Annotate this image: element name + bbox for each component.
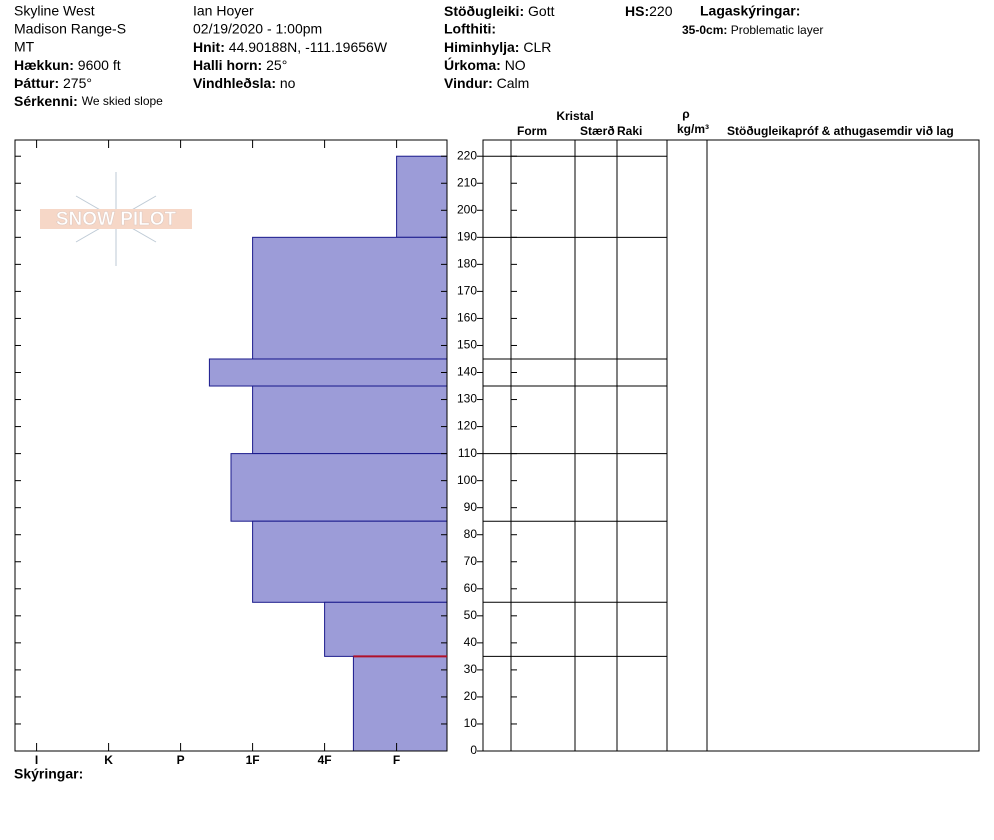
value: Gott — [528, 3, 555, 19]
value: NO — [505, 57, 526, 73]
y-tick-label: 30 — [464, 662, 478, 676]
label: Vindhleðsla: — [193, 75, 276, 91]
value: 9600 ft — [78, 57, 121, 73]
location: Skyline West — [14, 3, 95, 19]
x-tick-label: 4F — [318, 753, 332, 767]
layer-bar — [396, 155, 448, 238]
y-tick-label: 10 — [464, 716, 478, 730]
y-tick-label: 180 — [457, 257, 477, 271]
y-tick-label: 60 — [464, 581, 478, 595]
layer-bar — [230, 453, 448, 522]
layer-bar — [324, 601, 448, 657]
y-tick-label: 200 — [457, 202, 477, 216]
label: Hnit: — [193, 39, 225, 55]
value: no — [280, 75, 296, 91]
slope: Halli horn: 25° — [193, 57, 287, 73]
text: Problematic layer — [731, 23, 824, 37]
x-tick-label: K — [104, 753, 113, 767]
hs: HS:220 — [625, 3, 673, 19]
layer-bar — [252, 385, 448, 455]
value: 25° — [266, 57, 287, 73]
y-tick-label: 0 — [470, 743, 477, 757]
x-tick-label: 1F — [246, 753, 260, 767]
y-tick-label: 110 — [458, 446, 477, 460]
y-tick-label: 170 — [457, 284, 477, 298]
label: Halli horn: — [193, 57, 262, 73]
state: MT — [14, 39, 35, 55]
y-tick-label: 80 — [464, 527, 478, 541]
logo-text: SNOW PILOT — [56, 209, 177, 230]
logo: SNOW PILOT — [40, 172, 192, 266]
aspect: Þáttur: 275° — [14, 75, 92, 91]
layer-notes-title: Lagaskýringar: — [700, 3, 800, 19]
size-header: Stærð — [580, 124, 615, 138]
value: We skied slope — [82, 94, 163, 108]
y-tick-label: 50 — [464, 608, 478, 622]
y-tick-label: 100 — [457, 473, 477, 487]
label: Vindur: — [444, 75, 493, 91]
form-header: Form — [517, 124, 547, 138]
label: HS: — [625, 3, 649, 19]
x-tick-label: F — [393, 753, 400, 767]
value: 44.90188N, -111.19656W — [229, 39, 388, 55]
y-tick-label: 140 — [457, 365, 477, 379]
datetime: 02/19/2020 - 1:00pm — [193, 21, 322, 37]
comments-header: Stöðugleikapróf & athugasemdir við lag — [727, 124, 954, 138]
coords: Hnit: 44.90188N, -111.19656W — [193, 39, 388, 55]
y-tick-label: 70 — [464, 554, 478, 568]
notes-label: Skýringar: — [14, 766, 83, 782]
x-tick-label: P — [177, 753, 185, 767]
y-tick-label: 160 — [457, 311, 477, 325]
logo-band — [40, 209, 192, 229]
y-tick-label: 120 — [457, 419, 477, 433]
value: Calm — [497, 75, 530, 91]
wind-loading: Vindhleðsla: no — [193, 75, 296, 91]
layer-note: 35-0cm: Problematic layer — [682, 23, 823, 37]
moisture-header: Raki — [617, 124, 642, 138]
value: 275° — [63, 75, 92, 91]
range: Madison Range-S — [14, 21, 126, 37]
range: 35-0cm: — [682, 23, 727, 37]
observer: Ian Hoyer — [193, 3, 254, 19]
y-tick-label: 190 — [457, 229, 477, 243]
x-tick-label: I — [35, 753, 38, 767]
label: Himinhylja: — [444, 39, 519, 55]
label: Stöðugleiki: — [444, 3, 524, 19]
y-tick-label: 20 — [464, 689, 478, 703]
value: 220 — [649, 3, 673, 19]
elevation: Hækkun: 9600 ft — [14, 57, 121, 73]
y-tick-label: 210 — [457, 175, 477, 189]
y-tick-label: 150 — [457, 338, 477, 352]
wind: Vindur: Calm — [444, 75, 529, 91]
rho-header: ρ — [682, 107, 689, 121]
precip: Úrkoma: NO — [444, 56, 526, 73]
density-unit-header: kg/m³ — [677, 122, 709, 136]
layer-bar — [352, 655, 448, 752]
label: Sérkenni: — [14, 93, 78, 109]
label: Hækkun: — [14, 57, 74, 73]
chart-frame — [14, 139, 448, 752]
layer-bar — [252, 520, 448, 603]
y-tick-label: 40 — [464, 635, 478, 649]
label: Þáttur: — [14, 75, 59, 91]
sky: Himinhylja: CLR — [444, 39, 551, 55]
table-frame — [482, 139, 980, 752]
crystal-header: Kristal — [556, 109, 593, 123]
features: Sérkenni: We skied slope — [14, 93, 163, 109]
y-tick-label: 220 — [457, 148, 477, 162]
layer-bar — [252, 236, 448, 360]
label: Úrkoma: — [444, 56, 501, 73]
layer-bar — [208, 358, 448, 387]
value: CLR — [523, 39, 551, 55]
y-tick-label: 90 — [464, 500, 478, 514]
stability: Stöðugleiki: Gott — [444, 3, 555, 19]
y-tick-label: 130 — [457, 392, 477, 406]
air-temp: Lofthiti: — [444, 21, 496, 37]
